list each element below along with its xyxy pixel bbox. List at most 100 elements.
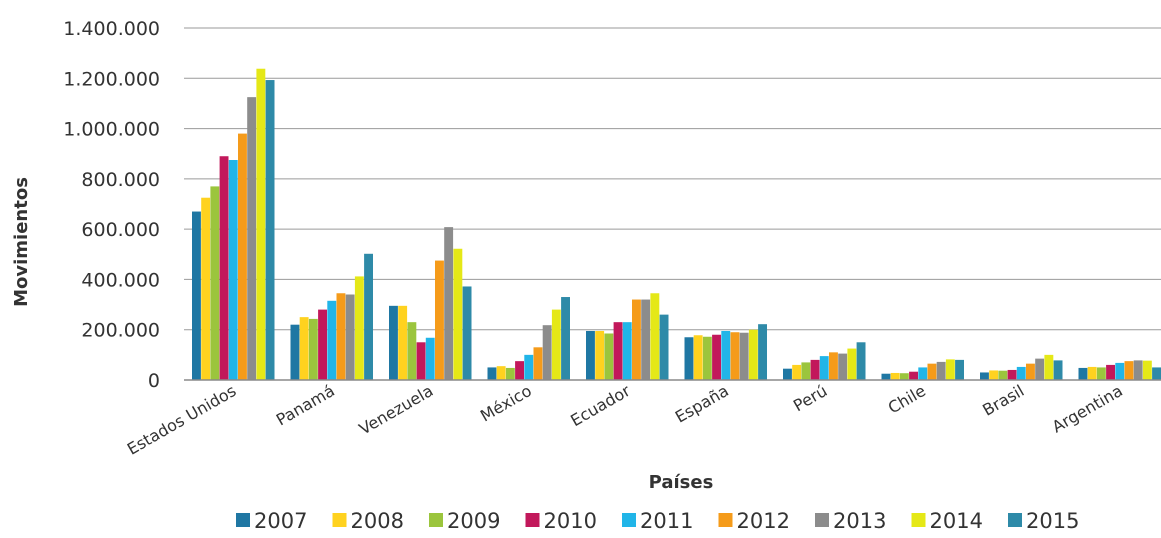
- bar: [336, 293, 346, 380]
- bar: [613, 322, 623, 380]
- y-tick-label: 200.000: [81, 320, 160, 342]
- bar: [1142, 360, 1152, 380]
- bar: [256, 68, 266, 380]
- bar: [595, 330, 605, 380]
- bar: [810, 359, 820, 380]
- bar: [1035, 358, 1045, 380]
- legend-swatch: [525, 513, 540, 527]
- bar: [829, 352, 838, 380]
- x-category-label: Chile: [885, 381, 929, 417]
- bar: [955, 359, 964, 380]
- legend-label: 2010: [544, 509, 597, 533]
- bar: [462, 286, 472, 380]
- bar: [586, 330, 595, 380]
- bar: [604, 333, 614, 380]
- bar: [899, 373, 909, 380]
- bar: [856, 342, 866, 380]
- x-category-label: Ecuador: [567, 381, 633, 430]
- x-category-label: Panamá: [273, 381, 338, 429]
- bar: [881, 373, 891, 380]
- x-category-label: Estados Unidos: [124, 381, 240, 459]
- bar: [641, 299, 651, 380]
- legend-label: 2011: [640, 509, 693, 533]
- bar: [632, 299, 641, 380]
- legend-swatch: [1008, 513, 1022, 527]
- bar: [318, 309, 327, 380]
- bar: [238, 133, 247, 380]
- y-tick-label: 1.200.000: [63, 68, 160, 90]
- bar: [425, 337, 435, 380]
- bar: [1078, 367, 1088, 380]
- bar: [945, 359, 955, 380]
- bar: [219, 156, 229, 380]
- legend: 2007 2008 2009 2010 2011 2012 2013 2014 2015: [236, 509, 1079, 533]
- bar: [551, 309, 561, 380]
- y-tick-label: 1.000.000: [63, 119, 160, 141]
- bar: [389, 305, 398, 380]
- bar: [201, 197, 211, 380]
- bar: [927, 363, 937, 380]
- bar: [739, 332, 749, 380]
- bar: [622, 322, 632, 380]
- bar: [515, 361, 524, 380]
- bar: [210, 186, 220, 380]
- legend-label: 2013: [833, 509, 886, 533]
- bar: [650, 293, 660, 380]
- legend-swatch: [332, 513, 347, 527]
- legend-swatch: [622, 513, 636, 527]
- bar: [980, 372, 989, 380]
- bar: [407, 322, 417, 380]
- y-tick-label: 1.400.000: [63, 18, 160, 40]
- bar: [730, 332, 740, 380]
- bar: [783, 368, 792, 380]
- y-axis-ticks: 0 200.000 400.000 600.000 800.000 1.000.000 1.…: [63, 18, 160, 392]
- bar: [435, 260, 444, 380]
- bar: [801, 362, 811, 380]
- bar: [265, 80, 275, 380]
- legend-swatch: [718, 513, 733, 527]
- bar: [327, 300, 337, 380]
- bar: [290, 324, 300, 380]
- bar: [496, 366, 506, 380]
- bar: [819, 356, 829, 380]
- bars: [192, 68, 1161, 381]
- legend-swatch: [815, 513, 829, 527]
- bar: [659, 314, 669, 380]
- bar: [1007, 369, 1017, 380]
- bar: [308, 318, 318, 380]
- bar: [721, 330, 731, 380]
- legend-label: 2015: [1026, 509, 1079, 533]
- bar: [1096, 367, 1106, 380]
- x-category-label: España: [672, 381, 732, 427]
- bar: [890, 372, 900, 380]
- bar: [533, 347, 543, 380]
- x-category-label: Venezuela: [356, 381, 437, 439]
- bar: [1152, 367, 1161, 380]
- y-tick-label: 400.000: [81, 269, 160, 291]
- bar: [444, 227, 454, 380]
- bar: [364, 253, 373, 380]
- x-category-label: Argentina: [1049, 381, 1126, 436]
- legend-label: 2007: [254, 509, 307, 533]
- bar: [192, 211, 201, 380]
- bar: [936, 361, 946, 380]
- legend-swatch: [236, 513, 250, 527]
- bar: [561, 297, 570, 380]
- legend-label: 2012: [737, 509, 790, 533]
- bar: [693, 335, 703, 380]
- bar: [416, 342, 426, 380]
- x-category-label: México: [477, 381, 535, 425]
- bar: [1026, 363, 1035, 380]
- bar: [487, 367, 497, 380]
- bar: [702, 336, 712, 380]
- bar: [1133, 360, 1143, 380]
- bar: [758, 324, 767, 380]
- bar: [792, 364, 802, 380]
- legend-label: 2014: [930, 509, 983, 533]
- y-axis-title: Movimientos: [11, 177, 32, 307]
- bar: [453, 248, 463, 380]
- legend-swatch: [429, 513, 443, 527]
- bar: [838, 353, 848, 380]
- y-tick-label: 0: [148, 370, 160, 392]
